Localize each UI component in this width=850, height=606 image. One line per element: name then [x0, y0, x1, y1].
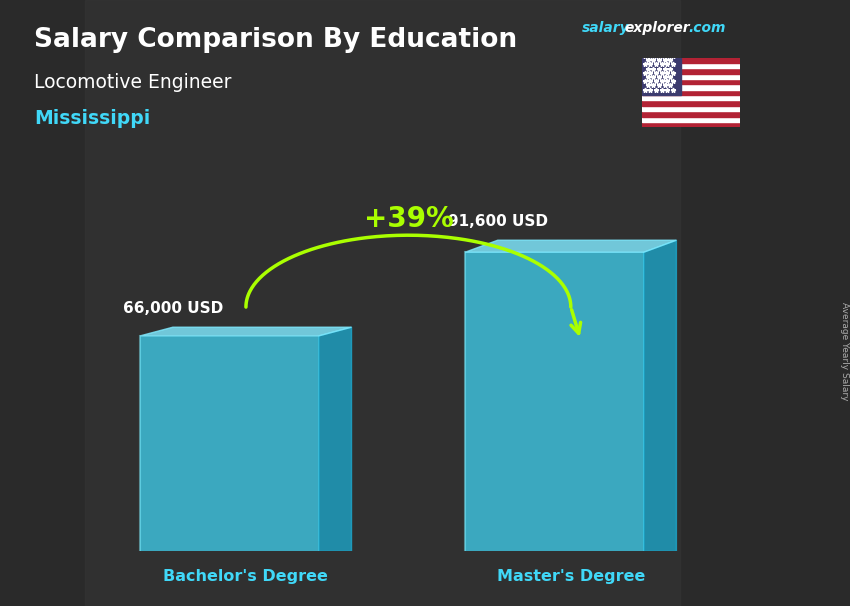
Bar	[642, 116, 740, 122]
Polygon shape	[140, 327, 352, 336]
Text: Master's Degree: Master's Degree	[496, 569, 645, 584]
Text: Salary Comparison By Education: Salary Comparison By Education	[34, 27, 517, 53]
Text: +39%: +39%	[364, 205, 453, 233]
Bar	[642, 111, 740, 116]
Bar	[642, 74, 740, 79]
Text: Mississippi: Mississippi	[34, 109, 150, 128]
Text: .com: .com	[688, 21, 726, 35]
Bar	[85, 0, 680, 606]
Text: Locomotive Engineer: Locomotive Engineer	[34, 73, 231, 92]
Bar	[465, 252, 644, 551]
Bar	[642, 90, 740, 95]
Bar	[642, 122, 740, 127]
Bar	[642, 101, 740, 106]
Polygon shape	[319, 327, 352, 551]
Bar	[642, 58, 681, 95]
Text: 66,000 USD: 66,000 USD	[122, 301, 223, 316]
Text: 91,600 USD: 91,600 USD	[448, 213, 547, 228]
Bar	[642, 79, 740, 84]
Bar	[642, 63, 740, 68]
Bar	[642, 84, 740, 90]
Text: salary: salary	[582, 21, 630, 35]
Bar	[642, 106, 740, 111]
Bar	[140, 336, 319, 551]
Polygon shape	[465, 240, 677, 252]
Bar	[642, 58, 740, 63]
Text: #cccccc: #cccccc	[843, 348, 845, 355]
Text: Bachelor's Degree: Bachelor's Degree	[163, 569, 328, 584]
Text: Average Yearly Salary: Average Yearly Salary	[840, 302, 848, 401]
Text: explorer: explorer	[625, 21, 690, 35]
Bar	[642, 68, 740, 74]
Bar	[642, 95, 740, 101]
Polygon shape	[644, 240, 677, 551]
